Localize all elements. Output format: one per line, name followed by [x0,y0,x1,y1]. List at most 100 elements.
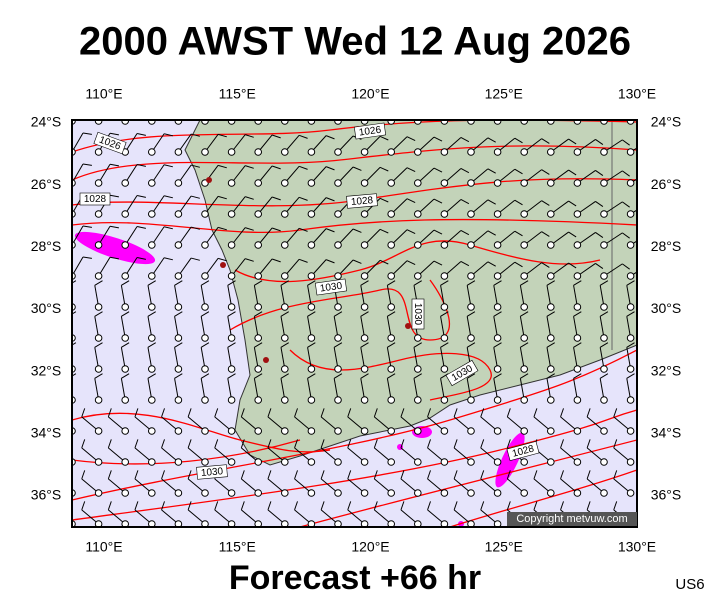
barb-feather [487,168,496,174]
station-circle [414,179,422,187]
station-circle [227,241,236,249]
barb-feather [560,439,564,449]
station-circle [360,210,369,218]
station-circle [174,396,183,404]
station-circle [227,396,236,404]
station-circle [174,241,183,249]
station-circle [201,427,209,435]
station-circle [493,334,502,342]
barb-feather [460,168,470,174]
station-circle [440,303,449,311]
station-circle [440,427,449,435]
barb-feather [163,164,173,168]
lat-tick-label: 26°S [651,176,682,192]
lat-tick-label: 24°S [31,114,62,130]
station-circle [281,520,289,527]
station-circle [254,458,263,466]
lat-tick-label: 28°S [651,238,682,254]
barb-feather [573,280,582,286]
station-circle [121,241,129,249]
barb-feather [466,342,476,348]
lon-tick-label: 130°E [618,86,656,102]
barb-feather [174,342,183,348]
barb-feather [649,202,656,207]
station-circle [334,334,342,342]
isobar-label: 1030 [411,298,425,330]
barb-feather [352,228,362,233]
station-circle [440,148,449,156]
barb-feather [240,408,245,418]
barb-feather [480,501,485,511]
barb-feather [360,311,369,317]
station-circle [520,210,529,218]
barb-staff [284,120,287,122]
station-circle [467,272,475,280]
station-circle [148,334,156,342]
station-circle [387,489,396,497]
barb-feather [94,280,103,286]
station-circle [493,210,502,218]
station-circle [281,489,289,497]
barb-feather [613,470,618,480]
station-circle [520,148,529,156]
station-circle [387,303,396,311]
station-circle [94,241,103,249]
station-circle [121,520,129,527]
barb-feather [514,230,523,237]
barb-feather [109,225,119,229]
copyright: Copyright metvuw.com [516,513,627,525]
barb-feather [347,470,352,480]
station-circle [227,334,236,342]
barb-feather [164,103,173,105]
barb-feather [325,259,335,264]
barb-staff [523,120,527,122]
barb-feather [244,258,254,262]
barb-feather [271,258,281,263]
station-circle [493,489,502,497]
barb-feather [541,262,550,268]
barb-feather [387,373,396,379]
barb-feather [379,197,389,203]
barb-feather [227,373,236,379]
barb-feather [326,105,334,108]
station-circle [227,179,236,187]
barb-feather [599,280,609,286]
barb-feather [379,166,389,172]
station-circle [547,334,555,342]
barb-feather [487,137,496,143]
barb-feather [81,439,86,449]
code: US6 [675,576,704,593]
barb-feather [271,196,281,201]
lon-tick-label: 110°E [85,86,122,102]
isobar-label-box [411,298,425,330]
barb-feather [191,103,200,105]
barb-feather [595,139,604,145]
station-circle [334,365,342,373]
station-circle [94,179,103,187]
station-circle [227,458,236,466]
lon-tick-label: 115°E [219,539,256,555]
barb-feather [245,104,254,107]
station-circle [227,303,236,311]
barb-feather [541,231,550,237]
station-circle [148,148,156,156]
station-circle [626,334,635,342]
barb-feather [267,408,272,418]
station-circle [307,365,316,373]
station-circle [520,396,529,404]
station-circle [148,241,156,249]
station-circle [121,396,129,404]
isobar-label-box [506,440,540,462]
barb-feather [254,342,263,348]
barb-feather [163,257,173,261]
station-circle [573,303,582,311]
barb-feather [433,229,443,235]
station-circle [281,148,289,156]
station-circle [547,458,555,466]
station-circle [600,365,608,373]
barb-feather [546,342,555,348]
barb-staff [364,120,367,122]
station-circle [387,334,396,342]
station-circle [360,303,369,311]
barb-feather [400,501,405,511]
